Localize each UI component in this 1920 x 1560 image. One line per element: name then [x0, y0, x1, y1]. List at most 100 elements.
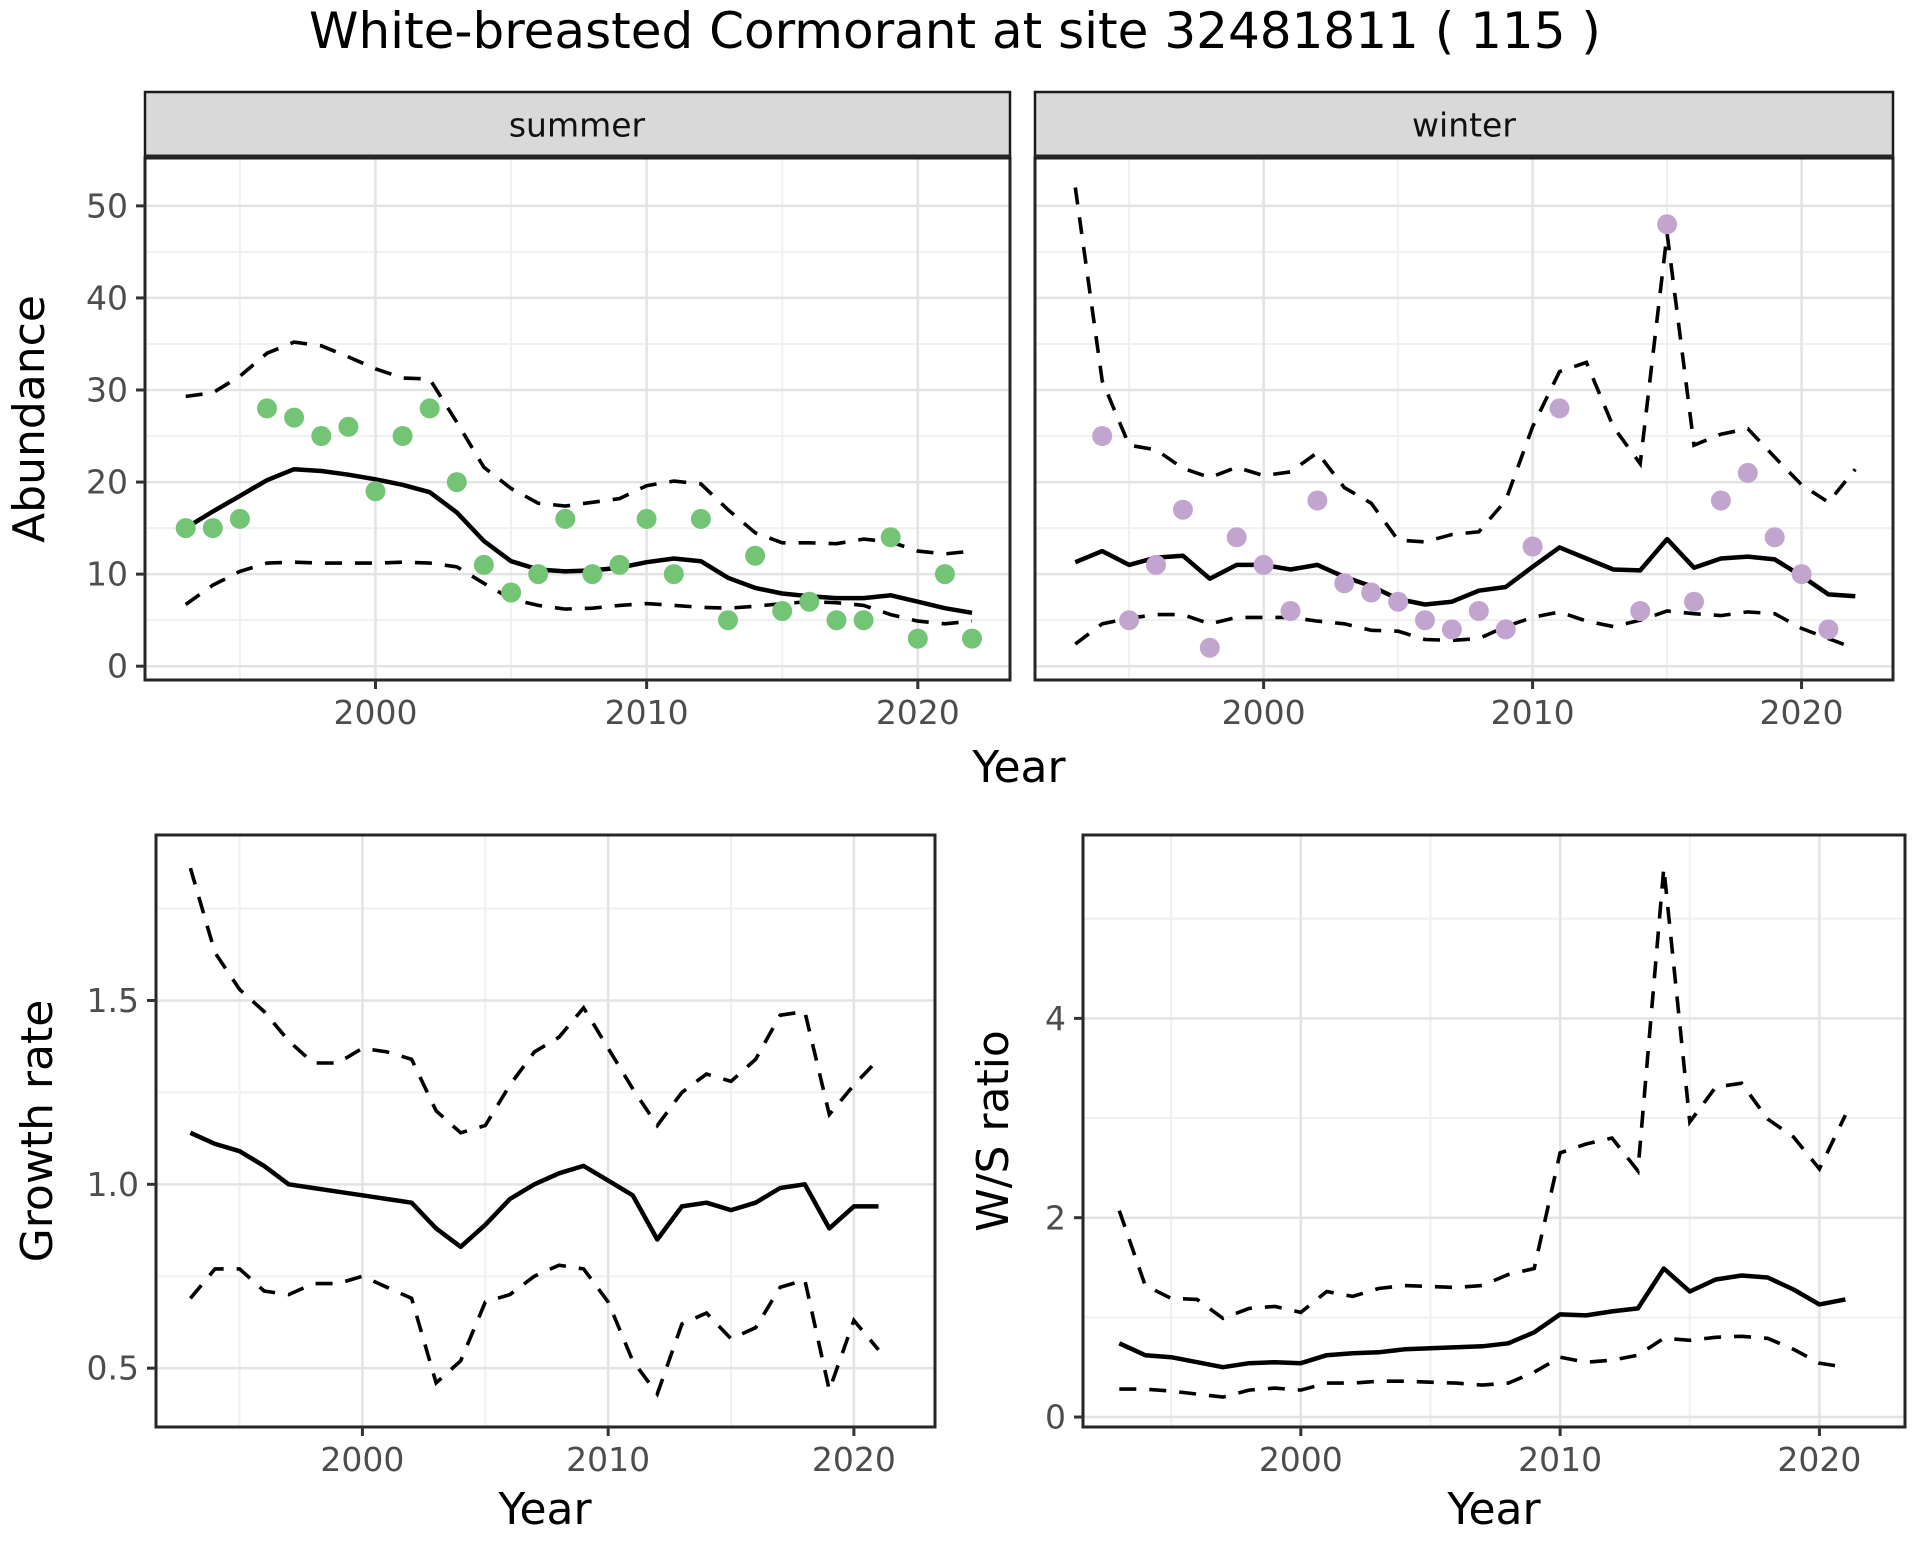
- axis-ticks: 2000 2010 2020 0.5 1.0 1.5: [87, 981, 896, 1479]
- axis-ticks: 2000 2010 2020 0 10 20 30 40 50: [86, 186, 960, 732]
- x-tick-label: 2020: [1777, 1440, 1861, 1479]
- observation-point: [1388, 591, 1409, 612]
- observation-points: [1092, 214, 1839, 658]
- observation-point: [555, 508, 576, 529]
- observation-point: [257, 398, 277, 419]
- strip-label-summer: summer: [509, 106, 646, 145]
- observation-point: [609, 554, 630, 575]
- y-tick-label: 0: [107, 647, 128, 686]
- y-axis-title-ws-ratio: W/S ratio: [968, 1030, 1019, 1232]
- observation-point: [853, 610, 874, 631]
- upper-ci-line: [188, 867, 880, 1135]
- observation-point: [826, 610, 847, 631]
- observation-point: [1226, 527, 1247, 548]
- gridlines: [145, 158, 1010, 680]
- observation-point: [772, 601, 793, 621]
- fit-line: [184, 466, 973, 616]
- observation-point: [1199, 637, 1220, 658]
- panel-border: [1081, 833, 1907, 1429]
- observation-point: [880, 527, 901, 548]
- observation-point: [582, 564, 603, 585]
- observation-points: [175, 398, 982, 649]
- observation-point: [1630, 601, 1651, 621]
- observation-point: [392, 426, 413, 446]
- observation-point: [365, 481, 386, 502]
- lower-ci-line: [1074, 609, 1856, 651]
- observation-point: [663, 564, 684, 585]
- observation-point: [907, 628, 928, 649]
- facet-strip-summer: summer: [143, 90, 1012, 160]
- panel-growth-rate: [154, 833, 937, 1429]
- observation-point: [284, 407, 305, 428]
- x-axis-title-top: Year: [971, 742, 1066, 793]
- x-tick-label: 2020: [1760, 693, 1844, 732]
- x-tick-label: 2010: [566, 1440, 650, 1479]
- observation-point: [1307, 490, 1328, 511]
- observation-point: [1684, 591, 1704, 612]
- gridlines: [1083, 835, 1905, 1427]
- y-tick-label: 2: [1045, 1198, 1066, 1237]
- observation-point: [1119, 610, 1140, 631]
- x-tick-label: 2000: [1259, 1440, 1343, 1479]
- fit-line: [1074, 536, 1856, 607]
- observation-point: [202, 518, 223, 539]
- x-tick-label: 2000: [333, 693, 417, 732]
- observation-point: [528, 564, 549, 585]
- observation-point: [1280, 601, 1301, 621]
- fit-line: [189, 1130, 879, 1250]
- observation-point: [473, 554, 494, 575]
- x-tick-label: 2000: [1222, 693, 1306, 732]
- observation-point: [419, 398, 440, 419]
- upper-ci-line: [1073, 187, 1857, 544]
- x-axis-title-ws: Year: [1446, 1484, 1541, 1535]
- y-tick-label: 4: [1045, 999, 1066, 1038]
- axis-ticks: 2000 2010 2020 0 2 4: [1045, 999, 1861, 1479]
- y-tick-label: 50: [86, 186, 128, 225]
- observation-point: [636, 508, 657, 529]
- observation-point: [311, 426, 332, 446]
- upper-ci-line: [1117, 867, 1848, 1321]
- observation-point: [175, 518, 196, 539]
- observation-point: [446, 472, 467, 493]
- x-tick-label: 2020: [876, 693, 960, 732]
- lower-ci-line: [189, 1263, 880, 1398]
- observation-point: [1172, 499, 1193, 520]
- panel-abundance-winter: [1033, 156, 1895, 682]
- facet-strip-winter: winter: [1033, 90, 1895, 160]
- panel-border: [154, 833, 937, 1429]
- observation-point: [1764, 527, 1785, 548]
- observation-point: [1441, 619, 1462, 640]
- observation-point: [1495, 619, 1516, 640]
- lower-ci-line: [1119, 1334, 1846, 1399]
- gridlines: [1035, 158, 1893, 680]
- observation-point: [501, 582, 522, 603]
- observation-point: [718, 610, 738, 631]
- upper-ci-line: [185, 340, 973, 556]
- observation-point: [1791, 564, 1812, 585]
- y-tick-label: 30: [86, 371, 128, 410]
- observation-point: [962, 628, 982, 649]
- x-tick-label: 2000: [320, 1440, 404, 1479]
- x-tick-label: 2020: [812, 1440, 896, 1479]
- y-tick-label: 0: [1045, 1398, 1066, 1437]
- x-tick-label: 2010: [1491, 693, 1575, 732]
- observation-point: [1737, 462, 1758, 483]
- y-tick-label: 20: [86, 463, 128, 502]
- observation-point: [229, 508, 250, 529]
- observation-point: [1468, 601, 1489, 621]
- y-tick-label: 40: [86, 278, 128, 317]
- observation-point: [1361, 582, 1382, 603]
- observation-point: [1710, 490, 1731, 511]
- strip-background: [143, 90, 1012, 160]
- observation-point: [934, 564, 955, 585]
- y-axis-title-growth-rate: Growth rate: [12, 1000, 63, 1263]
- observation-point: [1549, 398, 1570, 419]
- panel-abundance-summer: [143, 156, 1012, 682]
- observation-point: [1092, 426, 1113, 446]
- y-axis-title-abundance: Abundance: [4, 295, 55, 543]
- y-tick-label: 10: [86, 555, 128, 594]
- observation-point: [1522, 536, 1543, 557]
- axis-ticks: 2000 2010 2020: [1222, 680, 1844, 732]
